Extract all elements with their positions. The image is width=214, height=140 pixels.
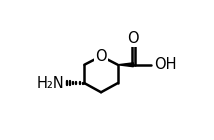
Text: OH: OH xyxy=(155,57,177,72)
Polygon shape xyxy=(118,63,133,67)
Text: H₂N: H₂N xyxy=(37,76,64,91)
Text: O: O xyxy=(95,49,107,64)
Text: O: O xyxy=(128,31,139,46)
